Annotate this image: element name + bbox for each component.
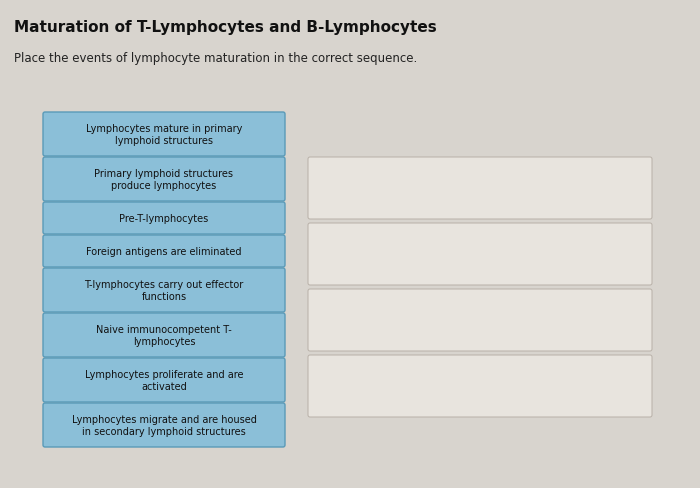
Text: Pre-T-lymphocytes: Pre-T-lymphocytes [120,214,209,224]
Text: Foreign antigens are eliminated: Foreign antigens are eliminated [86,246,241,257]
FancyBboxPatch shape [308,355,652,417]
FancyBboxPatch shape [43,403,285,447]
Text: Naive immunocompetent T-
lymphocytes: Naive immunocompetent T- lymphocytes [96,325,232,346]
Text: Lymphocytes proliferate and are
activated: Lymphocytes proliferate and are activate… [85,369,244,391]
Text: Maturation of T-Lymphocytes and B-Lymphocytes: Maturation of T-Lymphocytes and B-Lympho… [14,20,437,35]
FancyBboxPatch shape [43,268,285,312]
FancyBboxPatch shape [308,158,652,220]
Text: Lymphocytes mature in primary
lymphoid structures: Lymphocytes mature in primary lymphoid s… [86,124,242,145]
Text: T-lymphocytes carry out effector
functions: T-lymphocytes carry out effector functio… [85,280,244,301]
Text: Lymphocytes migrate and are housed
in secondary lymphoid structures: Lymphocytes migrate and are housed in se… [71,414,256,436]
FancyBboxPatch shape [308,289,652,351]
FancyBboxPatch shape [43,113,285,157]
FancyBboxPatch shape [43,236,285,267]
FancyBboxPatch shape [43,358,285,402]
FancyBboxPatch shape [43,203,285,235]
FancyBboxPatch shape [43,158,285,202]
FancyBboxPatch shape [308,224,652,285]
Text: Primary lymphoid structures
produce lymphocytes: Primary lymphoid structures produce lymp… [94,169,234,190]
FancyBboxPatch shape [43,313,285,357]
Text: Place the events of lymphocyte maturation in the correct sequence.: Place the events of lymphocyte maturatio… [14,52,417,65]
